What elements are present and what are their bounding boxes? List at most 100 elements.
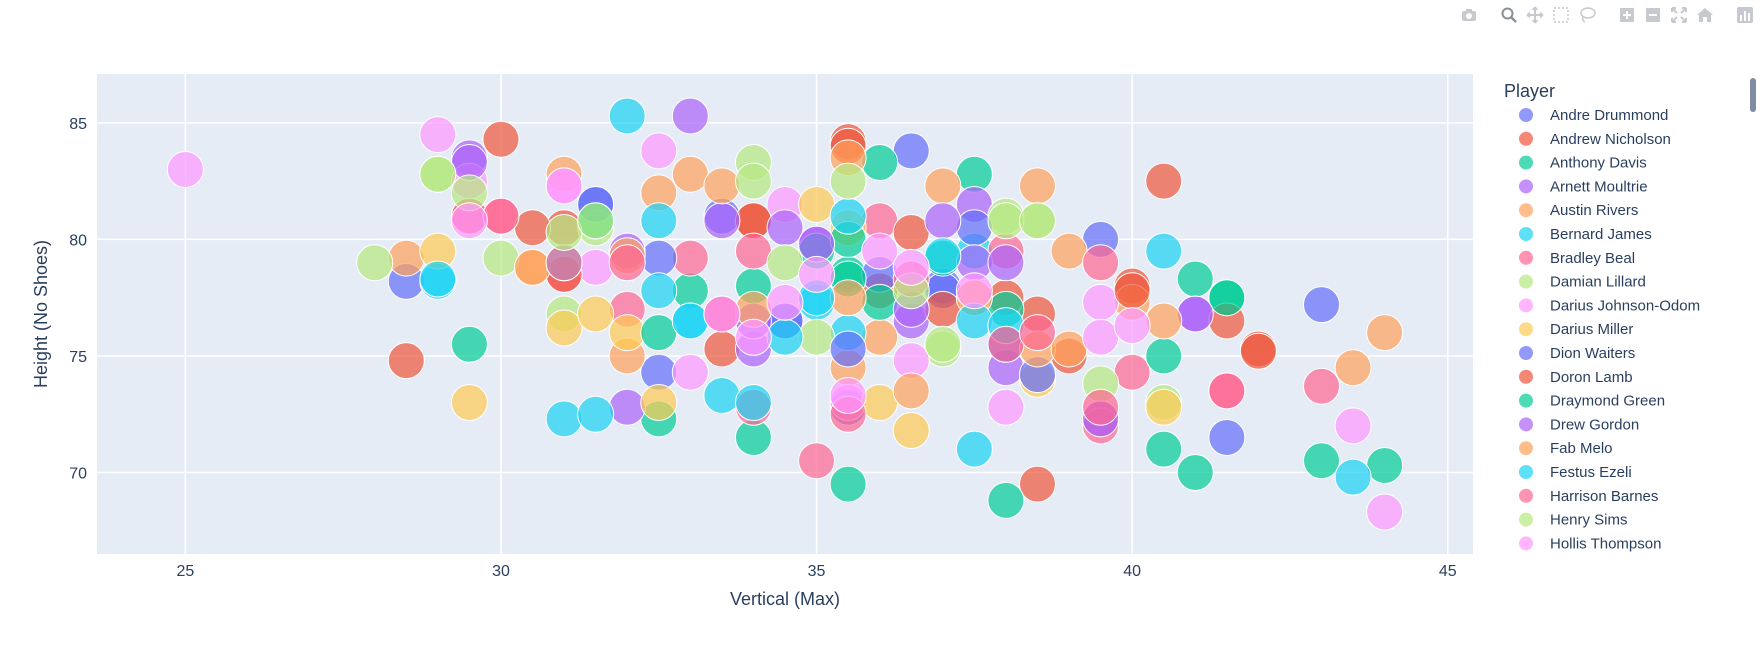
pan-button[interactable] xyxy=(1524,4,1546,26)
data-point[interactable] xyxy=(924,167,962,205)
data-point[interactable] xyxy=(734,162,772,200)
data-point[interactable] xyxy=(892,248,930,286)
data-point[interactable] xyxy=(892,372,930,410)
data-point[interactable] xyxy=(387,342,425,380)
data-point[interactable] xyxy=(671,353,709,391)
lasso-select-button[interactable] xyxy=(1576,4,1598,26)
data-point[interactable] xyxy=(671,155,709,193)
data-point[interactable] xyxy=(1176,453,1214,491)
data-point[interactable] xyxy=(829,330,867,368)
data-point[interactable] xyxy=(987,202,1025,240)
data-point[interactable] xyxy=(387,239,425,277)
data-point[interactable] xyxy=(608,244,646,282)
data-point[interactable] xyxy=(482,239,520,277)
data-point[interactable] xyxy=(861,283,899,321)
data-point[interactable] xyxy=(640,384,678,422)
zoom-out-button[interactable] xyxy=(1642,4,1664,26)
data-point[interactable] xyxy=(671,239,709,277)
data-point[interactable] xyxy=(1145,337,1183,375)
data-point[interactable] xyxy=(924,237,962,275)
data-point[interactable] xyxy=(608,314,646,352)
data-point[interactable] xyxy=(608,97,646,135)
data-point[interactable] xyxy=(1334,407,1372,445)
data-point[interactable] xyxy=(577,295,615,333)
legend-item[interactable]: Bradley Beal xyxy=(1519,250,1635,267)
data-point[interactable] xyxy=(829,465,867,503)
data-point[interactable] xyxy=(419,155,457,193)
legend-item[interactable]: Hollis Thompson xyxy=(1519,535,1661,552)
data-point[interactable] xyxy=(166,151,204,189)
data-point[interactable] xyxy=(987,481,1025,519)
data-point[interactable] xyxy=(829,377,867,415)
data-point[interactable] xyxy=(861,232,899,270)
data-point[interactable] xyxy=(703,202,741,240)
data-point[interactable] xyxy=(703,295,741,333)
data-point[interactable] xyxy=(514,209,552,247)
data-point[interactable] xyxy=(545,309,583,347)
data-point[interactable] xyxy=(640,272,678,310)
data-point[interactable] xyxy=(734,384,772,422)
data-point[interactable] xyxy=(703,377,741,415)
data-point[interactable] xyxy=(766,283,804,321)
data-point[interactable] xyxy=(766,209,804,247)
data-point[interactable] xyxy=(640,239,678,277)
data-point[interactable] xyxy=(1082,244,1120,282)
data-point[interactable] xyxy=(640,202,678,240)
data-point[interactable] xyxy=(671,97,709,135)
data-point[interactable] xyxy=(1366,446,1404,484)
data-point[interactable] xyxy=(798,185,836,223)
zoom-in-button[interactable] xyxy=(1616,4,1638,26)
legend-item[interactable]: Damian Lillard xyxy=(1519,274,1646,291)
data-point[interactable] xyxy=(1082,318,1120,356)
data-point[interactable] xyxy=(892,213,930,251)
data-point[interactable] xyxy=(798,255,836,293)
data-point[interactable] xyxy=(577,395,615,433)
data-point[interactable] xyxy=(671,302,709,340)
legend-item[interactable]: Andre Drummond xyxy=(1519,107,1668,124)
data-point[interactable] xyxy=(924,202,962,240)
data-point[interactable] xyxy=(577,202,615,240)
legend-item[interactable]: Darius Johnson-Odom xyxy=(1519,297,1700,314)
data-point[interactable] xyxy=(1334,349,1372,387)
legend-item[interactable]: Henry Sims xyxy=(1519,512,1628,529)
data-point[interactable] xyxy=(1082,388,1120,426)
data-point[interactable] xyxy=(829,279,867,317)
plotly-logo-link[interactable] xyxy=(1734,4,1756,26)
data-point[interactable] xyxy=(1176,260,1214,298)
data-point[interactable] xyxy=(1145,388,1183,426)
data-point[interactable] xyxy=(1303,367,1341,405)
data-point[interactable] xyxy=(829,197,867,235)
legend-item[interactable]: Dion Waiters xyxy=(1519,345,1635,362)
reset-axes-button[interactable] xyxy=(1694,4,1716,26)
data-point[interactable] xyxy=(482,197,520,235)
data-point[interactable] xyxy=(1018,465,1056,503)
data-point[interactable] xyxy=(450,384,488,422)
data-point[interactable] xyxy=(482,120,520,158)
data-point[interactable] xyxy=(1113,272,1151,310)
data-point[interactable] xyxy=(1334,458,1372,496)
data-point[interactable] xyxy=(955,272,993,310)
data-point[interactable] xyxy=(892,132,930,170)
data-point[interactable] xyxy=(1366,314,1404,352)
data-point[interactable] xyxy=(1145,162,1183,200)
data-point[interactable] xyxy=(1303,442,1341,480)
legend-item[interactable]: Arnett Moultrie xyxy=(1519,178,1648,195)
data-point[interactable] xyxy=(545,167,583,205)
data-point[interactable] xyxy=(1208,279,1246,317)
legend-scrollbar[interactable] xyxy=(1750,78,1756,112)
data-point[interactable] xyxy=(419,260,457,298)
data-point[interactable] xyxy=(1366,493,1404,531)
legend-item[interactable]: Andrew Nicholson xyxy=(1519,131,1671,148)
data-point[interactable] xyxy=(1082,283,1120,321)
data-point[interactable] xyxy=(987,244,1025,282)
data-point[interactable] xyxy=(1113,353,1151,391)
data-point[interactable] xyxy=(1050,232,1088,270)
zoom-button[interactable] xyxy=(1498,4,1520,26)
data-point[interactable] xyxy=(1145,302,1183,340)
legend-item[interactable]: Austin Rivers xyxy=(1519,202,1638,219)
data-point[interactable] xyxy=(861,318,899,356)
data-point[interactable] xyxy=(1208,418,1246,456)
data-point[interactable] xyxy=(450,202,488,240)
data-point[interactable] xyxy=(924,325,962,363)
data-point[interactable] xyxy=(987,325,1025,363)
